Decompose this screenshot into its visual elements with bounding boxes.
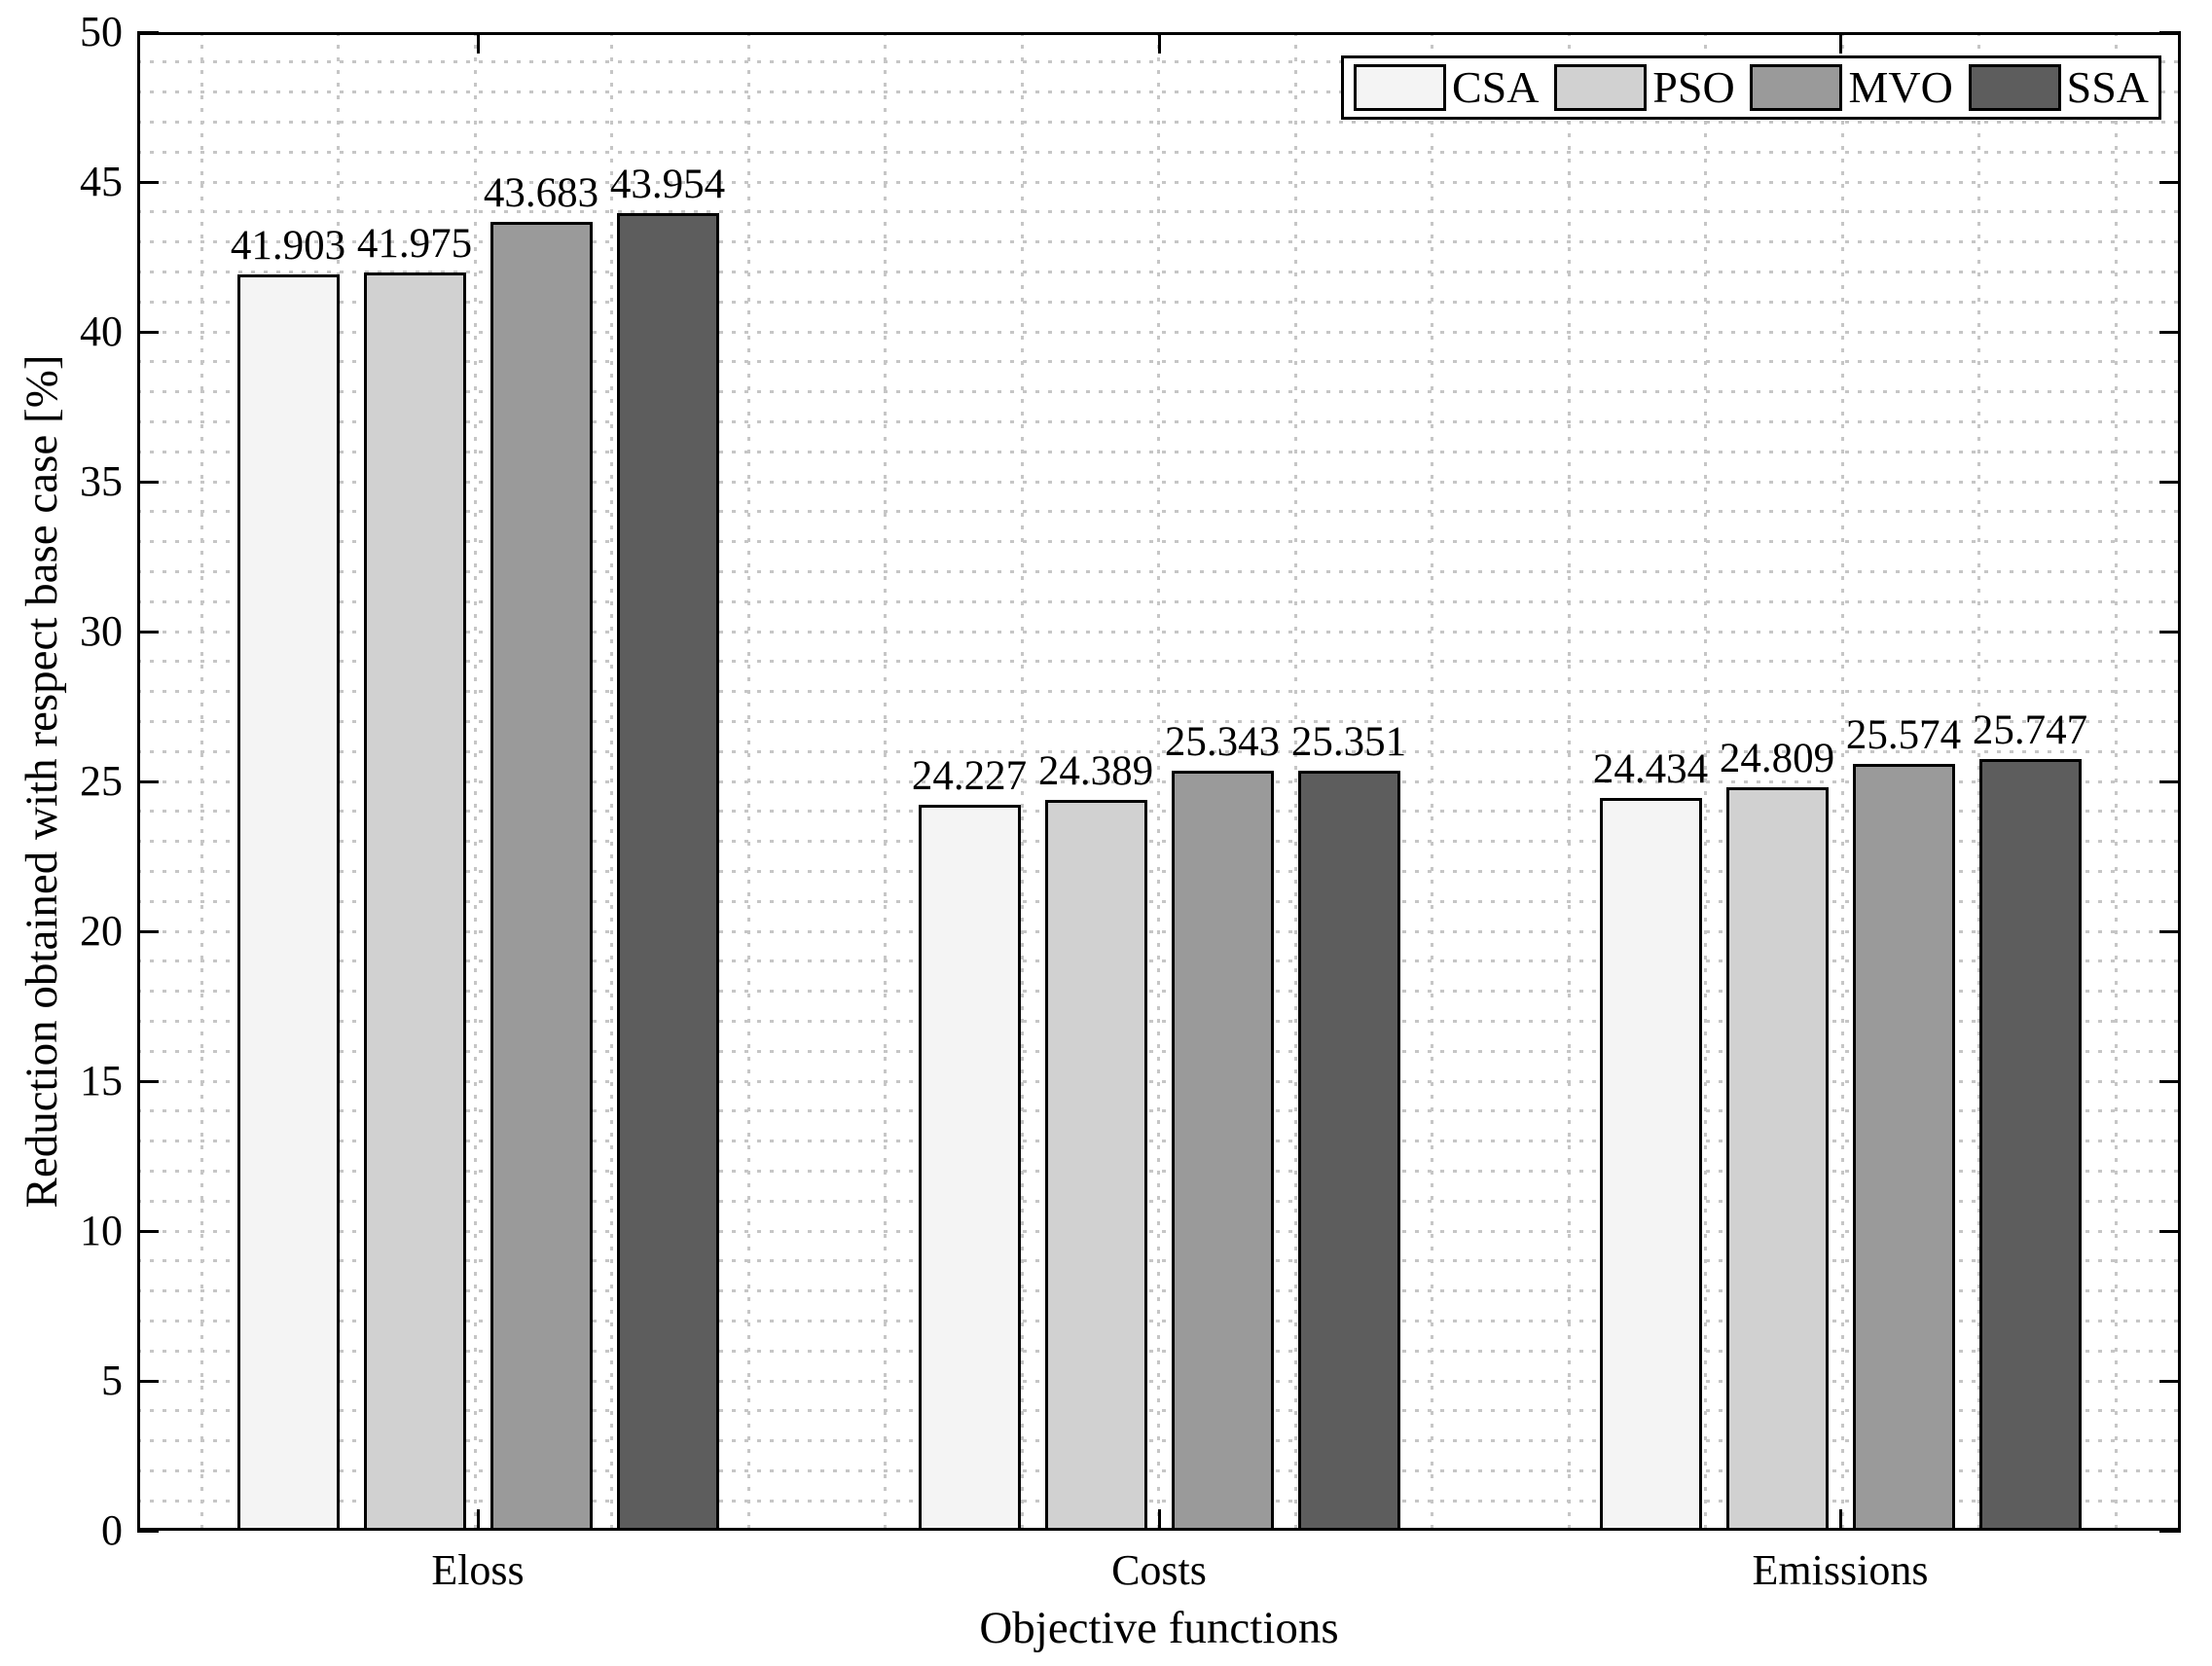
y-tick-right	[2159, 1079, 2181, 1083]
y-tick-right	[2159, 630, 2181, 634]
bar-value-label-SSA-Emissions: 25.747	[1972, 706, 2088, 753]
x-minor-gridline	[2114, 32, 2118, 1531]
bar-value-label-MVO-Eloss: 43.683	[483, 169, 599, 216]
x-minor-gridline	[1431, 32, 1433, 1531]
bar-PSO-Emissions	[1725, 786, 1829, 1531]
y-tick-left	[137, 180, 159, 184]
x-minor-gridline	[884, 32, 887, 1531]
y-tick-label-5: 5	[101, 1357, 123, 1404]
y-tick-right	[2159, 30, 2181, 34]
legend-swatch-CSA	[1354, 64, 1446, 111]
y-tick-label-30: 30	[80, 607, 123, 655]
y-tick-left	[137, 1079, 159, 1083]
x-tick-top-Eloss	[476, 32, 480, 54]
bar-value-label-SSA-Costs: 25.351	[1290, 719, 1407, 766]
bar-MVO-Emissions	[1852, 764, 1955, 1531]
y-tick-right	[2159, 1529, 2181, 1533]
bar-value-label-CSA-Emissions: 24.434	[1592, 746, 1709, 793]
bar-value-label-PSO-Emissions: 24.809	[1719, 735, 1835, 781]
legend-item-CSA: CSA	[1354, 64, 1539, 111]
y-tick-label-10: 10	[80, 1207, 123, 1254]
x-tick-bottom-Eloss	[476, 1509, 480, 1531]
x-minor-gridline	[746, 32, 750, 1531]
y-tick-left	[137, 480, 159, 484]
legend-label-SSA: SSA	[2066, 62, 2149, 112]
legend: CSA PSO MVO SSA	[1341, 55, 2161, 120]
y-tick-right	[2159, 779, 2181, 783]
x-minor-gridline	[1157, 32, 1160, 1531]
bar-value-label-MVO-Emissions: 25.574	[1845, 712, 1962, 759]
x-minor-gridline	[1293, 32, 1297, 1531]
x-category-label-Costs: Costs	[1111, 1546, 1207, 1594]
x-minor-gridline	[1567, 32, 1571, 1531]
bar-PSO-Costs	[1044, 799, 1147, 1531]
x-tick-bottom-Costs	[1157, 1509, 1161, 1531]
y-tick-right	[2159, 180, 2181, 184]
y-tick-left	[137, 1229, 159, 1233]
x-minor-gridline	[1704, 32, 1707, 1531]
x-axis-title: Objective functions	[979, 1603, 1339, 1653]
x-tick-top-Costs	[1157, 32, 1161, 54]
x-minor-gridline	[1840, 32, 1844, 1531]
y-tick-right	[2159, 330, 2181, 334]
bar-CSA-Eloss	[236, 274, 340, 1531]
y-tick-label-15: 15	[80, 1057, 123, 1105]
x-category-label-Emissions: Emissions	[1752, 1546, 1929, 1594]
bar-SSA-Eloss	[616, 213, 719, 1531]
y-tick-label-25: 25	[80, 757, 123, 805]
bar-CSA-Costs	[918, 804, 1021, 1531]
x-tick-top-Emissions	[1838, 32, 1842, 54]
bar-PSO-Eloss	[363, 272, 466, 1531]
x-minor-gridline	[610, 32, 613, 1531]
y-tick-left	[137, 630, 159, 634]
bar-value-label-PSO-Eloss: 41.975	[356, 221, 473, 268]
legend-swatch-PSO	[1554, 64, 1648, 111]
y-tick-right	[2159, 480, 2181, 484]
y-tick-left	[137, 1379, 159, 1383]
bar-value-label-CSA-Costs: 24.227	[911, 752, 1028, 799]
bar-value-label-PSO-Costs: 24.389	[1037, 747, 1154, 794]
bar-value-label-SSA-Eloss: 43.954	[609, 162, 726, 208]
bar-MVO-Eloss	[490, 221, 593, 1531]
y-tick-label-35: 35	[80, 457, 123, 505]
legend-item-MVO: MVO	[1750, 62, 1953, 112]
legend-swatch-SSA	[1968, 64, 2061, 111]
x-minor-gridline	[199, 32, 203, 1531]
y-tick-left	[137, 330, 159, 334]
x-minor-gridline	[1020, 32, 1024, 1531]
y-tick-left	[137, 30, 159, 34]
legend-label-PSO: PSO	[1652, 62, 1735, 112]
legend-item-SSA: SSA	[1968, 62, 2149, 112]
y-tick-label-50: 50	[80, 8, 123, 55]
bar-CSA-Emissions	[1599, 798, 1702, 1531]
legend-label-CSA: CSA	[1452, 62, 1540, 112]
x-minor-gridline	[473, 32, 477, 1531]
y-tick-label-20: 20	[80, 907, 123, 955]
y-tick-label-40: 40	[80, 308, 123, 355]
bar-SSA-Emissions	[1978, 758, 2082, 1531]
x-category-label-Eloss: Eloss	[431, 1546, 525, 1594]
bar-SSA-Costs	[1297, 771, 1400, 1531]
y-tick-right	[2159, 1379, 2181, 1383]
y-tick-label-45: 45	[80, 158, 123, 205]
plot-area: 41.903 41.975 43.683 43.954 24.227 24.389 25.3…	[137, 30, 2181, 1533]
y-tick-right	[2159, 1229, 2181, 1233]
y-tick-left	[137, 929, 159, 933]
legend-label-MVO: MVO	[1848, 62, 1953, 112]
bar-value-label-CSA-Eloss: 41.903	[230, 223, 346, 270]
y-tick-right	[2159, 929, 2181, 933]
y-tick-label-0: 0	[101, 1506, 123, 1554]
y-tick-left	[137, 779, 159, 783]
y-tick-left	[137, 1529, 159, 1533]
legend-item-PSO: PSO	[1554, 62, 1735, 112]
legend-swatch-MVO	[1750, 64, 1843, 111]
x-tick-bottom-Emissions	[1838, 1509, 1842, 1531]
bar-MVO-Costs	[1171, 771, 1274, 1531]
bar-value-label-MVO-Costs: 25.343	[1164, 719, 1281, 766]
